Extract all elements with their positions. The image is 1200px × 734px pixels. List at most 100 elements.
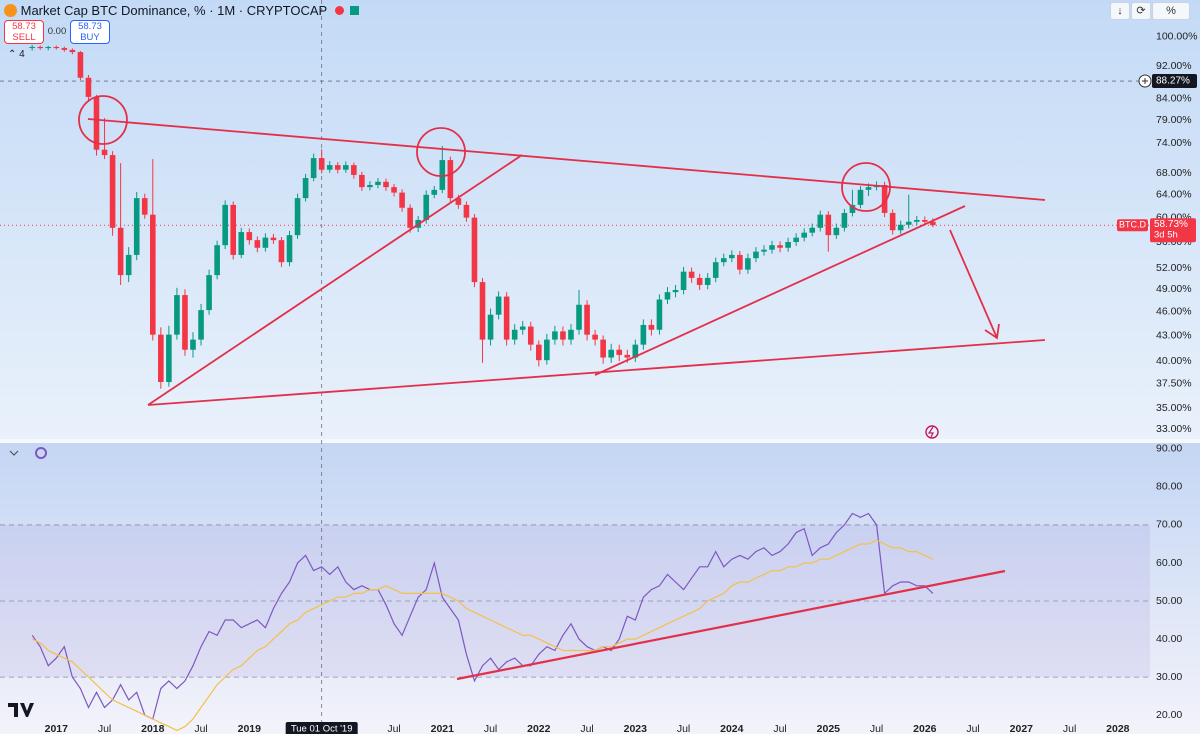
candle-body: [552, 331, 558, 340]
candle-body: [672, 289, 679, 293]
trendline: [87, 118, 1046, 201]
candle-body: [680, 271, 687, 290]
candle-body: [351, 165, 357, 175]
indicator-count[interactable]: ⌃ 4: [8, 49, 25, 60]
sell-label: SELL: [12, 32, 36, 43]
candle-body: [479, 282, 486, 340]
candle-body: [334, 165, 341, 170]
crosshair-y-tag: [1152, 74, 1197, 89]
candle-body: [729, 254, 735, 259]
candle-body: [753, 251, 759, 259]
candle-body: [158, 334, 164, 383]
indicator-count-value: 4: [19, 49, 25, 60]
y-tick-label: 40.00: [1156, 633, 1182, 645]
candle-body: [407, 207, 413, 228]
candle-body: [656, 299, 663, 330]
x-tick-label: Jul: [677, 723, 690, 734]
x-tick-label: 2024: [720, 723, 744, 734]
candle-body: [302, 178, 309, 199]
candle-body: [568, 329, 574, 340]
toolbar-button[interactable]: ⟳: [1131, 2, 1151, 20]
candle-body: [318, 158, 325, 170]
circle: [841, 162, 891, 212]
collapse-icon[interactable]: [9, 450, 19, 456]
candle-body: [865, 187, 872, 190]
main-pane: [0, 0, 1200, 440]
x-tick-label: Jul: [580, 723, 593, 734]
sell-price: 58.73: [12, 21, 36, 32]
indicator-icon[interactable]: [35, 447, 47, 459]
y-tick-label: 43.00%: [1156, 329, 1192, 341]
candle-body: [576, 304, 582, 330]
candle-body: [640, 324, 647, 345]
candle-body: [930, 221, 936, 226]
candle-body: [423, 194, 430, 220]
candle-body: [182, 295, 188, 350]
candle-body: [359, 174, 365, 188]
candle-body: [246, 232, 253, 241]
legend-row: Market Cap BTC Dominance, % · 1M · CRYPT…: [4, 3, 360, 18]
candle-body: [399, 192, 405, 208]
candle-body: [793, 237, 799, 243]
candle-body: [720, 258, 727, 263]
candle-body: [712, 262, 719, 278]
y-tick-label: 70.00: [1156, 519, 1182, 531]
buy-button[interactable]: 58.73 BUY: [70, 20, 110, 44]
y-tick-label: 40.00%: [1156, 355, 1192, 367]
candle-body: [101, 149, 108, 156]
symbol-tag: [1117, 219, 1148, 232]
alert-icon[interactable]: [925, 425, 939, 439]
toolbar-button[interactable]: ↓: [1110, 2, 1130, 20]
symbol-tag-label: BTC.D: [1119, 220, 1147, 230]
candle-body: [817, 214, 824, 228]
candle-body: [777, 245, 783, 248]
candle-body: [61, 48, 68, 50]
candle-body: [37, 46, 44, 49]
candle-body: [881, 184, 888, 213]
x-tick-label: Jul: [773, 723, 786, 734]
candle-body: [487, 314, 494, 340]
x-tick-label: Jul: [98, 723, 111, 734]
y-tick-label: 60.00: [1156, 557, 1182, 569]
candle-body: [704, 277, 711, 285]
buy-price: 58.73: [78, 21, 102, 32]
candle-body: [922, 219, 928, 222]
trendline: [456, 569, 1006, 681]
candle-body: [584, 304, 590, 335]
candle-body: [375, 181, 381, 185]
crosshair-add-plus: [1142, 78, 1148, 84]
candle-body: [149, 214, 156, 335]
x-tick-label: Jul: [966, 723, 979, 734]
candle-body: [270, 237, 277, 241]
circle: [78, 95, 128, 145]
candle-body: [391, 187, 397, 193]
alert-icon-bolt: [927, 426, 934, 438]
candle-body: [109, 155, 116, 228]
candle-body: [600, 339, 606, 358]
x-tick-label: 2022: [527, 723, 551, 734]
candle-body: [174, 295, 180, 335]
candle-body: [536, 344, 542, 361]
candle-body: [310, 158, 317, 179]
candle-body: [527, 326, 534, 345]
candle-body: [198, 310, 204, 340]
annotations: [78, 95, 1046, 681]
y-tick-label: 50.00: [1156, 595, 1182, 607]
y-tick-label: 52.00%: [1156, 262, 1192, 274]
candle-body: [905, 221, 912, 225]
candle-body: [206, 275, 212, 311]
candle-body: [455, 198, 462, 205]
candle-body: [431, 189, 438, 195]
y-tick-label: 20.00: [1156, 709, 1182, 721]
candle-body: [343, 165, 349, 170]
candle-body: [544, 339, 550, 361]
sell-button[interactable]: 58.73 SELL: [4, 20, 44, 44]
candle-body: [230, 204, 237, 255]
candle-body: [93, 96, 100, 150]
x-tick-label: 2018: [141, 723, 165, 734]
toolbar-percent[interactable]: %: [1152, 2, 1190, 20]
candle-body: [519, 326, 526, 330]
candle-body: [383, 181, 389, 188]
status-dot: [334, 6, 344, 15]
candle-body: [447, 160, 454, 199]
